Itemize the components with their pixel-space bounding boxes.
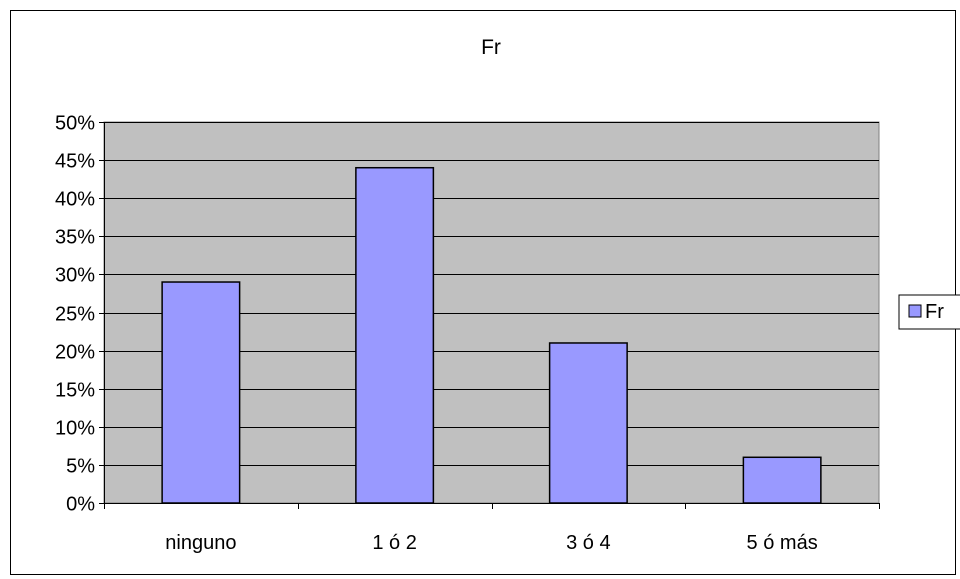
legend-label: Fr [925, 301, 944, 323]
legend-swatch [909, 305, 921, 317]
y-tick-label: 20% [55, 342, 95, 364]
y-tick-label: 45% [55, 151, 95, 173]
x-tick-label: ninguno [165, 532, 236, 554]
bar [743, 457, 821, 503]
plot-area: 0% 5% 10% 15% 20% 25% 30% 35% 40% 45% 50% ninguno 1 … [55, 113, 880, 555]
bar [550, 343, 628, 503]
y-tick-label: 5% [66, 456, 95, 478]
legend: Fr [899, 295, 960, 329]
y-tick-label: 40% [55, 189, 95, 211]
bar [356, 168, 434, 503]
y-tick-label: 10% [55, 418, 95, 440]
y-tick-label: 25% [55, 304, 95, 326]
x-tick-label: 1 ó 2 [372, 532, 416, 554]
y-tick-label: 50% [55, 113, 95, 135]
y-tick-label: 15% [55, 380, 95, 402]
x-tick-label: 5 ó más [747, 532, 818, 554]
y-tick-label: 30% [55, 265, 95, 287]
chart-title: Fr [481, 36, 501, 59]
y-tick-label: 0% [66, 494, 95, 516]
x-tick-label: 3 ó 4 [566, 532, 610, 554]
bar [162, 282, 240, 503]
y-tick-label: 35% [55, 227, 95, 249]
